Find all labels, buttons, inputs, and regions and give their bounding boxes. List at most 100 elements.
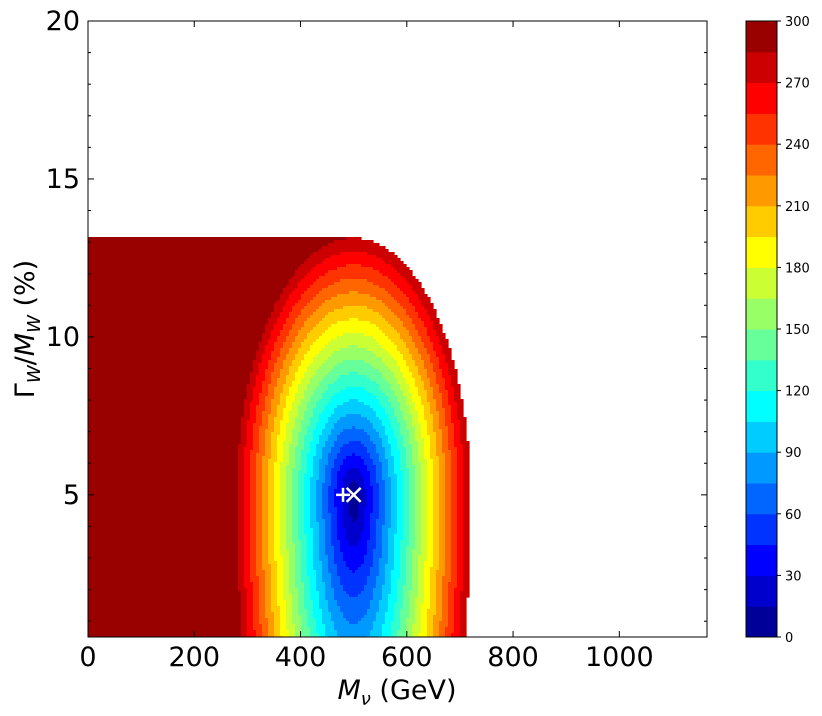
contour-band-cell — [271, 432, 281, 436]
contour-band-cell — [310, 492, 317, 496]
contour-band-cell — [280, 492, 287, 496]
contour-band-cell — [88, 438, 242, 442]
contour-band-cell — [391, 426, 401, 430]
contour-band-cell — [328, 606, 341, 610]
contour-band-cell — [415, 531, 422, 535]
contour-band-cell — [415, 408, 425, 412]
contour-band-cell — [310, 486, 317, 490]
contour-band-cell — [238, 444, 248, 448]
contour-band-cell — [88, 483, 239, 487]
contour-band-cell — [301, 294, 317, 298]
contour-band-cell — [88, 435, 242, 439]
contour-band-cell — [262, 474, 269, 478]
contour-band-cell — [238, 486, 245, 490]
contour-band-cell — [427, 459, 434, 463]
contour-band-cell — [421, 615, 428, 619]
contour-band-cell — [331, 369, 380, 373]
contour-band-cell — [250, 519, 257, 523]
contour-band-cell — [325, 522, 332, 526]
contour-band-cell — [430, 600, 437, 604]
contour-band-cell — [250, 495, 257, 499]
contour-band-cell — [433, 558, 440, 562]
contour-band-cell — [259, 372, 266, 376]
contour-band-cell — [397, 525, 404, 529]
contour-band-cell — [436, 447, 443, 451]
contour-band-cell — [451, 519, 458, 523]
contour-band-cell — [298, 441, 305, 445]
contour-band-cell — [421, 537, 428, 541]
contour-band-cell — [400, 429, 410, 433]
contour-band-cell — [316, 627, 326, 631]
contour-band-cell — [313, 435, 320, 439]
contour-band-cell — [421, 630, 428, 634]
contour-band-cell — [370, 420, 383, 424]
contour-band-cell — [88, 255, 311, 259]
contour-band-cell — [376, 411, 386, 415]
contour-band-cell — [454, 624, 461, 628]
contour-band-cell — [448, 594, 455, 598]
contour-band-cell — [412, 444, 419, 448]
contour-band-cell — [382, 330, 398, 334]
contour-band-cell — [415, 501, 422, 505]
contour-band-cell — [88, 258, 308, 262]
contour-band-cell — [334, 459, 344, 463]
contour-band-cell — [451, 381, 458, 385]
contour-band-cell — [436, 435, 443, 439]
contour-band-cell — [442, 582, 449, 586]
contour-band-cell — [88, 246, 323, 250]
contour-band-cell — [424, 564, 434, 568]
contour-band-cell — [244, 522, 251, 526]
contour-band-cell — [244, 534, 251, 538]
contour-band-cell — [409, 504, 416, 508]
contour-band-cell — [358, 468, 368, 472]
contour-band-cell — [286, 606, 293, 610]
contour-band-cell — [274, 555, 284, 559]
contour-band-cell — [463, 549, 470, 553]
contour-band-cell — [292, 471, 299, 475]
contour-band-cell — [328, 387, 347, 391]
contour-band-cell — [304, 447, 311, 451]
contour-band-cell — [274, 345, 284, 349]
contour-band-cell — [442, 597, 449, 601]
contour-band-cell — [436, 597, 443, 601]
contour-band-cell — [367, 492, 374, 496]
contour-band-cell — [433, 561, 440, 565]
contour-band-cell — [433, 531, 440, 535]
contour-band-cell — [385, 513, 392, 517]
contour-band-cell — [421, 501, 428, 505]
contour-band-cell — [262, 633, 269, 637]
contour-band-cell — [406, 570, 413, 574]
contour-band-cell — [424, 345, 434, 349]
colorbar-tick-label: 180 — [785, 261, 810, 276]
contour-band-cell — [355, 570, 371, 574]
contour-band-cell — [442, 351, 452, 355]
contour-band-cell — [337, 567, 350, 571]
contour-band-cell — [259, 612, 266, 616]
contour-band-cell — [328, 570, 338, 574]
contour-band-cell — [442, 450, 452, 454]
contour-band-cell — [445, 531, 452, 535]
contour-band-cell — [370, 516, 380, 520]
contour-band-cell — [427, 624, 434, 628]
contour-band-cell — [262, 504, 269, 508]
contour-band-cell — [280, 486, 287, 490]
contour-band-cell — [439, 543, 446, 547]
contour-band-cell — [88, 342, 260, 346]
contour-band-cell — [238, 570, 245, 574]
contour-band-cell — [304, 477, 311, 481]
contour-band-cell — [385, 507, 392, 511]
contour-band-cell — [274, 468, 281, 472]
contour-band-cell — [406, 630, 413, 634]
contour-band-cell — [391, 627, 401, 631]
contour-band-cell — [388, 306, 404, 310]
contour-band-cell — [463, 450, 470, 454]
contour-band-cell — [325, 627, 335, 631]
contour-band-cell — [337, 336, 374, 340]
contour-band-cell — [448, 441, 455, 445]
contour-band-cell — [424, 417, 434, 421]
contour-band-cell — [256, 465, 263, 469]
contour-band-cell — [343, 477, 365, 481]
contour-band-cell — [316, 294, 338, 298]
contour-band-cell — [331, 618, 347, 622]
contour-band-cell — [337, 321, 371, 325]
